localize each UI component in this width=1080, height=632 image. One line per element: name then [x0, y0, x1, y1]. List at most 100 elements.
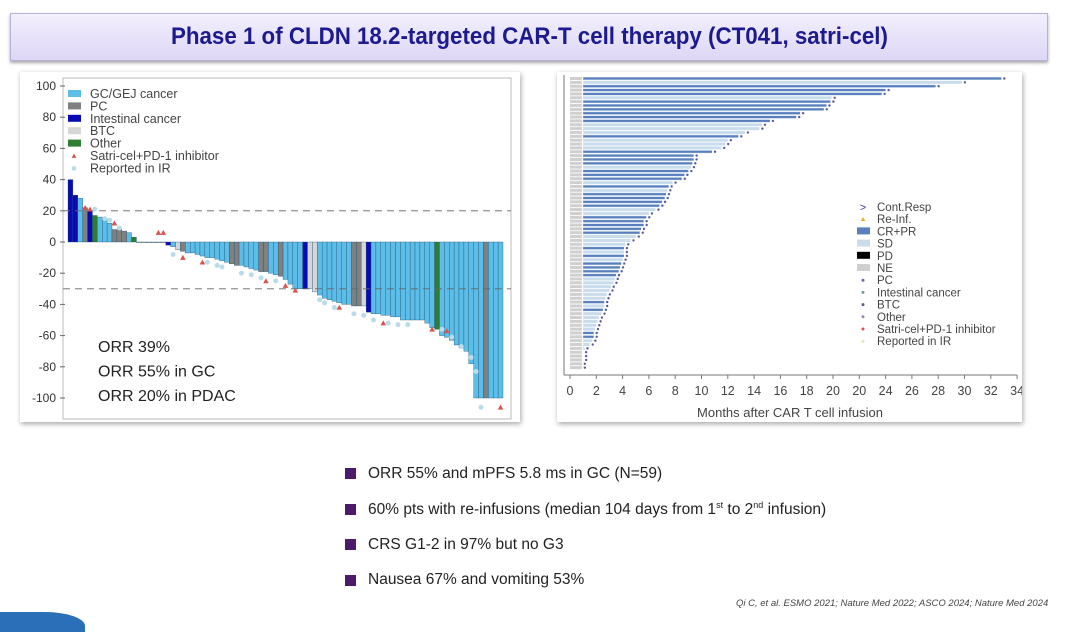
ne-segment: [570, 127, 582, 131]
crpr-segment: [583, 227, 642, 230]
bullet-text-part: to 2: [723, 500, 754, 518]
crpr-segment: [583, 92, 882, 95]
ne-segment: [570, 350, 582, 354]
waterfall-bar: [141, 241, 147, 243]
legend-label: Cont.Resp: [877, 202, 931, 214]
legend-dot-icon: [861, 278, 865, 282]
triangle-marker: [497, 404, 504, 410]
ne-segment: [570, 138, 582, 142]
ne-segment: [570, 107, 582, 111]
waterfall-bar: [409, 241, 416, 321]
legend-label: Reported in IR: [90, 161, 171, 175]
legend-label: PC: [90, 99, 107, 113]
waterfall-bar: [248, 241, 254, 269]
waterfall-bar: [405, 241, 411, 321]
y-tick-label: 80: [43, 110, 57, 124]
waterfall-bar: [458, 241, 465, 349]
ne-segment: [570, 154, 582, 158]
bullet-square-icon: [345, 468, 356, 480]
crpr-segment: [583, 266, 620, 269]
ne-segment: [570, 231, 582, 235]
x-tick-label: 26: [905, 384, 919, 398]
legend-label: PC: [877, 275, 893, 287]
end-marker: [625, 250, 629, 254]
ne-segment: [570, 242, 582, 246]
waterfall-bar: [155, 241, 162, 243]
ne-segment: [570, 269, 582, 273]
crpr-segment: [583, 216, 647, 219]
legend-swatch: [857, 251, 870, 259]
ne-segment: [570, 219, 582, 223]
dot-marker: [102, 216, 108, 222]
legend-label: Satri-cel+PD-1 inhibitor: [877, 324, 996, 336]
ne-segment: [570, 211, 582, 215]
dot-marker: [239, 270, 245, 276]
y-tick-label: -40: [39, 297, 57, 311]
waterfall-bar: [370, 241, 377, 314]
waterfall-bar: [277, 241, 284, 277]
waterfall-bar: [136, 241, 142, 243]
legend-label: Intestinal cancer: [90, 112, 181, 126]
bullet-text: CRS G1-2 in 97% but no G3: [368, 535, 564, 553]
waterfall-chart: 100 80 60 40 20 0 -20 -40 -60 -80 -100 GC/GEJ cance…: [32, 77, 512, 420]
waterfall-bar: [165, 241, 171, 246]
ne-segment: [570, 258, 582, 262]
end-marker: [596, 327, 600, 331]
legend-swatch: [68, 127, 81, 135]
waterfall-bar: [365, 241, 372, 313]
bullet-text: 60% pts with re-infusions (median 104 da…: [368, 500, 826, 519]
dot-marker: [458, 344, 464, 350]
ne-segment: [570, 115, 582, 119]
legend-label: CR+PR: [877, 226, 916, 238]
end-marker: [692, 165, 696, 169]
waterfall-bar: [346, 241, 352, 305]
waterfall-bar: [243, 241, 250, 268]
waterfall-bar: [297, 241, 303, 289]
legend-dot-icon: [861, 339, 865, 343]
x-tick-label: 24: [879, 384, 893, 398]
bullet-item: 60% pts with re-infusions (median 104 da…: [345, 492, 826, 528]
end-marker: [887, 88, 890, 92]
ne-segment: [570, 204, 582, 208]
sd-segment: [583, 285, 611, 289]
waterfall-bar: [92, 215, 98, 243]
waterfall-bar: [400, 241, 406, 321]
crpr-segment: [583, 162, 693, 165]
sd-segment: [583, 281, 614, 285]
crpr-segment: [583, 270, 619, 273]
legend-label: Other: [90, 137, 121, 151]
sd-segment: [583, 165, 691, 169]
ne-segment: [570, 130, 582, 134]
crpr-segment: [583, 196, 665, 200]
waterfall-bar: [419, 241, 425, 321]
waterfall-bar: [317, 241, 323, 296]
crpr-segment: [583, 169, 689, 173]
crpr-segment: [583, 220, 644, 223]
triangle-marker: [155, 229, 162, 235]
triangle-marker: [336, 304, 343, 310]
end-marker: [1003, 77, 1006, 80]
ne-segment: [570, 100, 582, 104]
ne-segment: [570, 134, 582, 138]
ne-segment: [570, 354, 582, 358]
ne-segment: [570, 346, 582, 350]
ne-segment: [570, 188, 582, 192]
ne-segment: [570, 142, 582, 146]
triangle-marker: [111, 220, 118, 226]
waterfall-bar: [326, 241, 333, 300]
end-marker: [883, 92, 886, 96]
triangle-marker: [380, 320, 387, 326]
legend-label: Reported in IR: [877, 336, 951, 348]
ne-segment: [570, 273, 582, 277]
end-marker: [729, 138, 732, 142]
end-marker: [605, 300, 609, 304]
waterfall-bar: [97, 216, 103, 243]
bullet-text: Nausea 67% and vomiting 53%: [368, 571, 585, 589]
dot-marker: [273, 278, 279, 284]
end-marker: [605, 304, 609, 308]
sd-segment: [583, 250, 624, 254]
waterfall-bar: [263, 241, 269, 272]
end-marker: [723, 146, 726, 150]
ne-segment: [570, 96, 582, 100]
